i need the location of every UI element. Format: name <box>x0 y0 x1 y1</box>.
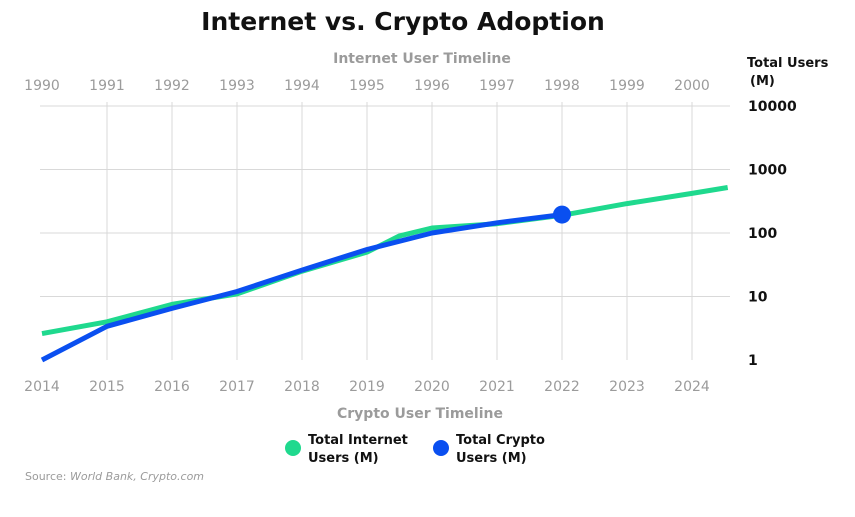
legend-swatch <box>285 440 301 456</box>
x-top-tick-label: 1993 <box>219 78 255 94</box>
source-note: Source: World Bank, Crypto.com <box>25 470 204 483</box>
legend-label-line2: Users (M) <box>308 451 379 466</box>
x-bottom-tick-label: 2014 <box>24 379 60 395</box>
source-label: Source: <box>25 470 67 483</box>
x-top-tick-label: 2000 <box>674 78 710 94</box>
legend-swatch <box>433 440 449 456</box>
x-top-tick-labels: 1990 1991 1992 1993 1994 1995 1996 1997 1998 1999… <box>24 78 710 94</box>
x-bottom-tick-label: 2019 <box>349 379 385 395</box>
y-axis-title-line1: Total Users <box>747 56 829 71</box>
x-top-tick-label: 1995 <box>349 78 385 94</box>
series-line-1 <box>41 185 729 337</box>
x-bottom-tick-label: 2015 <box>89 379 125 395</box>
series-line-2 <box>40 212 563 363</box>
legend-label-line1: Total Crypto <box>456 433 545 448</box>
x-top-tick-label: 1997 <box>479 78 515 94</box>
series-lines <box>40 185 729 363</box>
x-top-tick-label: 1992 <box>154 78 190 94</box>
y-tick-label: 1 <box>748 353 758 369</box>
x-top-tick-label: 1994 <box>284 78 320 94</box>
x-top-tick-label: 1998 <box>544 78 580 94</box>
x-bottom-tick-label: 2020 <box>414 379 450 395</box>
y-axis-title-line2: (M) <box>750 74 775 89</box>
legend: Total Internet Users (M) Total Crypto Users… <box>285 433 545 466</box>
y-tick-label: 10000 <box>748 99 797 115</box>
x-bottom-tick-labels: 2014 2015 2016 2017 2018 2019 2020 2021 2022 2023… <box>24 379 710 395</box>
x-bottom-tick-label: 2022 <box>544 379 580 395</box>
y-tick-labels: 1 10 100 1000 10000 <box>748 99 797 369</box>
x-top-tick-label: 1990 <box>24 78 60 94</box>
chart-title: Internet vs. Crypto Adoption <box>201 7 605 36</box>
legend-label-line2: Users (M) <box>456 451 527 466</box>
x-top-tick-label: 1999 <box>609 78 645 94</box>
y-tick-label: 100 <box>748 226 777 242</box>
x-top-tick-label: 1991 <box>89 78 125 94</box>
x-bottom-tick-label: 2018 <box>284 379 320 395</box>
x-top-tick-label: 1996 <box>414 78 450 94</box>
x-bottom-tick-label: 2023 <box>609 379 645 395</box>
x-bottom-tick-label: 2017 <box>219 379 255 395</box>
source-text: World Bank, Crypto.com <box>70 470 204 483</box>
y-tick-label: 1000 <box>748 163 787 179</box>
x-top-axis-title: Internet User Timeline <box>333 51 511 67</box>
x-bottom-tick-label: 2016 <box>154 379 190 395</box>
grid-lines <box>40 102 730 360</box>
legend-label-line1: Total Internet <box>308 433 408 448</box>
x-bottom-tick-label: 2024 <box>674 379 710 395</box>
x-bottom-tick-label: 2021 <box>479 379 515 395</box>
series-end-marker <box>553 205 571 224</box>
x-bottom-axis-title: Crypto User Timeline <box>337 406 503 422</box>
y-tick-label: 10 <box>748 290 768 306</box>
